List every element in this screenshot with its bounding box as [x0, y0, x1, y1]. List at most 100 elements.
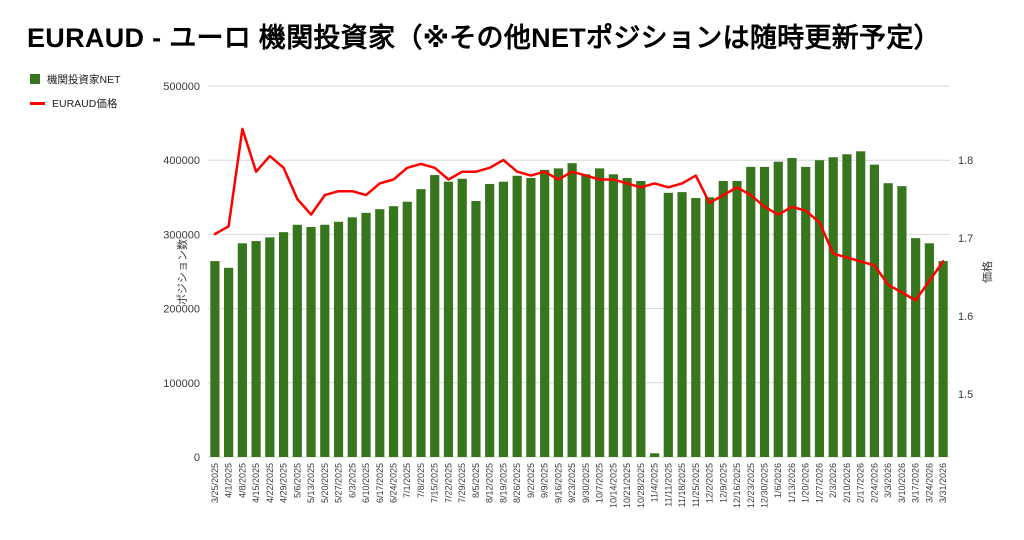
net-position-bar: [787, 157, 797, 457]
net-position-bar: [430, 175, 440, 458]
x-axis-label: 12/9/2025: [718, 463, 728, 503]
net-position-bar: [320, 224, 330, 457]
legend: 機関投資家NET EURAUD価格: [30, 72, 121, 120]
x-axis-label: 3/25/2025: [210, 463, 220, 503]
x-axis-label: 11/4/2025: [650, 463, 660, 502]
net-position-bar: [911, 238, 921, 457]
right-axis-tick-label: 1.6: [958, 311, 973, 323]
net-position-bar: [443, 181, 454, 457]
x-axis-label: 1/27/2026: [814, 463, 824, 503]
net-position-bar: [333, 221, 344, 457]
net-position-bar: [746, 166, 756, 457]
line-series-swatch: [30, 101, 45, 105]
net-position-bar: [292, 224, 302, 457]
x-axis-label: 2/17/2026: [856, 463, 866, 503]
net-position-bar: [306, 226, 316, 457]
net-position-bar: [828, 157, 838, 458]
x-axis-label: 11/25/2025: [691, 463, 701, 507]
x-axis-label: 8/12/2025: [485, 463, 495, 503]
net-position-bar: [210, 261, 220, 457]
net-position-bar: [704, 197, 715, 458]
price-line: [213, 127, 945, 302]
left-axis-tick-label: 300000: [163, 229, 200, 241]
net-position-bar: [388, 206, 399, 457]
net-position-bar: [512, 175, 522, 457]
x-axis-label: 8/26/2025: [512, 463, 522, 503]
left-axis-title: ポジション数: [176, 239, 189, 305]
net-position-bar: [540, 169, 550, 457]
x-axis-label: 9/16/2025: [553, 463, 563, 503]
x-axis-label: 2/3/2026: [828, 463, 838, 498]
net-position-bar: [649, 453, 660, 457]
x-axis-label: 7/15/2025: [430, 463, 440, 503]
x-axis-label: 10/14/2025: [608, 463, 618, 508]
x-axis-label: 4/29/2025: [279, 463, 289, 503]
x-axis-label: 10/21/2025: [622, 463, 632, 508]
x-axis-label: 1/6/2026: [773, 463, 783, 498]
x-axis-label: 1/20/2026: [801, 463, 811, 503]
net-position-bar: [278, 232, 289, 457]
net-position-bar: [595, 168, 605, 458]
x-axis-label: 11/18/2025: [677, 463, 687, 507]
legend-item-price: EURAUD価格: [30, 96, 121, 110]
x-axis-label: 3/3/2026: [883, 463, 893, 498]
x-axis-label: 2/24/2026: [869, 463, 879, 503]
left-axis-tick-label: 100000: [163, 378, 200, 390]
x-axis-label: 10/7/2025: [595, 463, 605, 503]
x-axis-label: 9/9/2025: [540, 463, 550, 498]
x-axis-label: 6/3/2025: [347, 463, 357, 498]
net-position-bar: [237, 243, 247, 457]
x-axis-label: 12/16/2025: [732, 463, 742, 508]
net-position-bar: [814, 160, 825, 457]
left-axis-tick-label: 500000: [163, 81, 200, 93]
x-axis-label: 4/15/2025: [251, 463, 261, 503]
x-axis-label: 7/8/2025: [416, 463, 426, 498]
chart-title: EURAUD - ユーロ 機関投資家（※その他NETポジションは随時更新予定）: [27, 23, 941, 53]
net-position-bar: [732, 180, 742, 458]
net-position-bar: [691, 198, 701, 458]
net-position-bar: [251, 241, 261, 457]
x-axis-label: 12/30/2025: [760, 463, 770, 508]
x-axis-label: 10/28/2025: [636, 463, 646, 508]
net-position-bar: [883, 183, 893, 457]
left-axis-tick-label: 200000: [163, 304, 200, 316]
net-position-bar: [801, 166, 811, 457]
net-position-bar: [677, 192, 687, 458]
net-position-bar: [924, 243, 934, 457]
net-position-bar: [498, 181, 509, 457]
x-axis-label: 3/10/2026: [897, 463, 907, 503]
x-axis-label: 4/22/2025: [265, 463, 275, 503]
x-axis-label: 5/20/2025: [320, 463, 330, 503]
x-axis-label: 5/13/2025: [306, 463, 316, 503]
net-position-bar: [361, 212, 371, 457]
x-axis-label: 6/10/2025: [361, 463, 371, 503]
x-axis-label: 4/1/2025: [224, 463, 234, 498]
x-axis-label: 3/17/2026: [911, 463, 921, 503]
legend-label-price: EURAUD価格: [52, 97, 118, 110]
net-position-bar: [485, 183, 495, 457]
net-position-bar: [622, 178, 632, 457]
x-axis-label: 3/24/2026: [924, 463, 934, 503]
net-position-bar: [608, 174, 618, 458]
x-axis-label: 7/1/2025: [402, 463, 412, 498]
x-axis-label: 7/29/2025: [457, 463, 467, 503]
x-axis-label: 1/13/2026: [787, 463, 797, 503]
x-axis-label: 9/2/2025: [526, 463, 536, 498]
right-axis-title: 価格: [980, 261, 994, 283]
x-axis-label: 9/30/2025: [581, 463, 591, 503]
legend-item-net: 機関投資家NET: [30, 72, 121, 86]
net-position-bar: [265, 237, 275, 457]
x-axis-label: 8/19/2025: [498, 463, 508, 503]
left-axis-tick-label: 0: [194, 452, 200, 464]
net-position-bar: [567, 163, 577, 458]
net-position-bar: [773, 161, 783, 457]
x-axis-label: 5/6/2025: [292, 463, 302, 498]
net-position-bar: [457, 178, 467, 457]
left-axis-tick-label: 400000: [163, 155, 200, 167]
right-axis-tick-label: 1.8: [958, 155, 973, 167]
bar-series-swatch: [30, 74, 40, 84]
net-position-bar: [718, 180, 728, 458]
right-axis-tick-label: 1.7: [958, 233, 973, 245]
net-position-bar: [869, 164, 880, 457]
